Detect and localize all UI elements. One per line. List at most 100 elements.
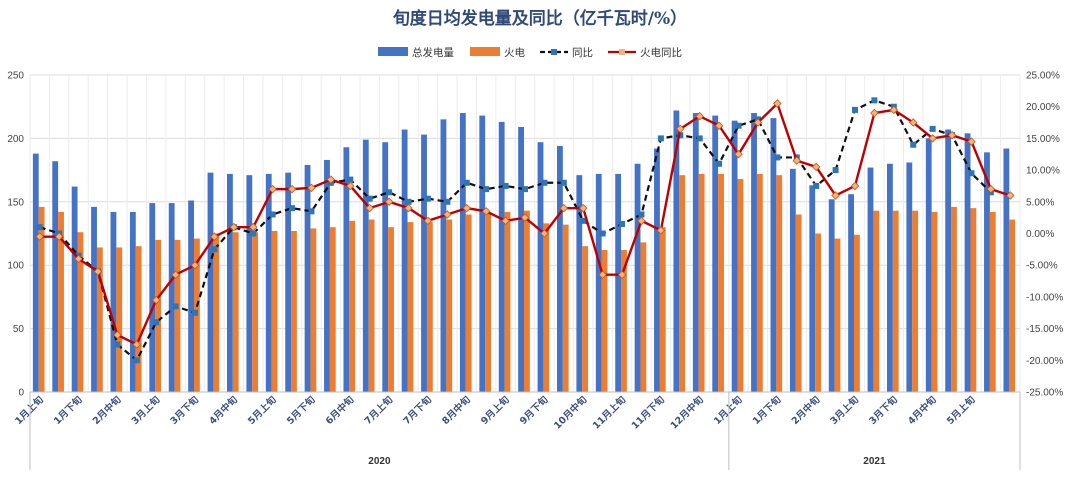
- total-bar: [498, 121, 505, 392]
- total-bar: [731, 120, 738, 392]
- yoy-marker: [114, 341, 121, 348]
- thermal-yoy-marker: [947, 130, 957, 140]
- thermal-yoy-marker: [753, 118, 763, 127]
- yoy-marker: [153, 319, 160, 326]
- total-bar: [770, 118, 777, 392]
- gridlines: [29, 74, 1021, 393]
- legend-label: 火电同比: [640, 46, 682, 59]
- yoy-marker: [289, 205, 296, 212]
- y-right-tick-label: -10.00%: [1026, 292, 1063, 303]
- thermal-yoy-marker: [171, 270, 180, 279]
- thermal-bar: [776, 175, 783, 392]
- thermal-yoy-marker: [326, 175, 336, 184]
- x-tick-label: 3月上旬: [828, 393, 862, 427]
- total-bar: [887, 163, 893, 392]
- total-bar: [207, 172, 214, 392]
- yoy-marker: [541, 179, 548, 186]
- yoy-marker: [366, 195, 373, 202]
- thermal-yoy-marker: [928, 134, 937, 143]
- total-bar: [964, 133, 971, 392]
- total-bar: [712, 115, 719, 393]
- thermal-bar: [951, 206, 957, 392]
- thermal-bar: [329, 227, 336, 392]
- thermal-bar: [310, 228, 317, 392]
- total-bar: [246, 175, 253, 392]
- yoy-marker: [852, 106, 858, 113]
- yoy-marker: [483, 186, 490, 193]
- legend-label: 总发电量: [412, 46, 454, 59]
- total-bar: [168, 203, 175, 392]
- total-bar: [52, 161, 59, 392]
- x-tick-label: 2月中旬: [789, 393, 823, 427]
- thermal-bar: [58, 211, 64, 392]
- year-label: 2021: [863, 456, 886, 467]
- x-axis: 1月上旬 1月下旬 2月中旬 3月上旬 3月下旬 4月中旬 5月上旬 5月下旬 6月中旬 7月上旬…: [13, 391, 1021, 470]
- thermal-bar: [1009, 219, 1016, 392]
- yoy-marker: [36, 224, 43, 231]
- thermal-yoy-marker: [967, 137, 976, 146]
- thermal-yoy-marker: [831, 191, 840, 200]
- yoy-marker: [619, 220, 626, 227]
- thermal-yoy-marker: [870, 108, 879, 118]
- thermal-bar: [795, 214, 802, 392]
- thermal-yoy-marker: [35, 232, 44, 241]
- legend-marker: [551, 49, 557, 55]
- yoy-marker: [424, 195, 431, 202]
- thermal-bar: [155, 239, 161, 392]
- total-bar: [149, 203, 156, 392]
- total-bar: [440, 119, 447, 392]
- thermal-bar: [213, 233, 220, 392]
- thermal-yoy-marker: [1006, 191, 1015, 200]
- total-bar: [285, 172, 292, 392]
- yoy-marker: [386, 189, 393, 196]
- thermal-bar: [621, 249, 627, 392]
- thermal-yoy-marker: [384, 197, 394, 207]
- y-axis-right: -25.00% -20.00% -15.00% -10.00% -5.00% 0.00% 5…: [1026, 71, 1063, 399]
- legend-label: 同比: [572, 46, 593, 59]
- thermal-bar: [446, 219, 453, 392]
- x-tick-label: 10月中旬: [551, 393, 589, 431]
- y-right-tick-label: -5.00%: [1026, 261, 1058, 272]
- yoy-marker: [192, 309, 198, 316]
- thermal-bar: [271, 230, 278, 392]
- thermal-bar: [291, 230, 297, 392]
- thermal-bar: [349, 220, 356, 392]
- yoy-marker: [580, 217, 587, 224]
- x-tick-label: 2月中旬: [90, 393, 124, 427]
- thermal-bar: [543, 223, 550, 392]
- legend-label: 火电: [504, 46, 525, 59]
- total-bar: [91, 206, 97, 392]
- x-tick-label: 7月下旬: [401, 393, 435, 427]
- thermal-yoy-marker: [598, 270, 607, 279]
- thermal-yoy-marker: [578, 203, 588, 213]
- thermal-bar: [465, 214, 472, 392]
- thermal-bar: [116, 247, 123, 392]
- thermal-yoy-marker: [695, 111, 704, 121]
- total-bar: [304, 165, 311, 392]
- y-right-tick-label: -20.00%: [1026, 356, 1063, 367]
- x-tick-label: 6月中旬: [323, 393, 357, 427]
- total-bar: [576, 175, 583, 392]
- thermal-bar: [601, 249, 608, 392]
- thermal-bar: [834, 238, 841, 392]
- year-label: 2020: [368, 456, 391, 467]
- thermal-bar: [485, 211, 491, 392]
- total-bar: [382, 142, 389, 392]
- x-tick-label: 5月上旬: [944, 393, 978, 427]
- total-bar: [421, 134, 427, 392]
- total-bar: [692, 113, 699, 392]
- thermal-yoy-marker: [850, 181, 860, 191]
- yoy-marker: [910, 141, 917, 148]
- yoy-marker: [735, 122, 742, 129]
- y-left-tick-label: 150: [7, 197, 24, 208]
- total-bar: [984, 152, 990, 392]
- yoy-marker: [560, 179, 567, 186]
- total-bar: [557, 146, 563, 392]
- total-bar: [343, 147, 350, 392]
- x-tick-label: 1月下旬: [51, 393, 85, 427]
- total-bar: [673, 110, 680, 392]
- yoy-marker: [444, 198, 451, 205]
- thermal-bar: [174, 239, 181, 392]
- total-bar: [479, 115, 486, 393]
